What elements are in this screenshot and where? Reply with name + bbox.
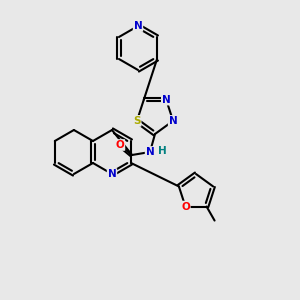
Text: N: N	[134, 21, 142, 31]
Text: N: N	[108, 169, 116, 179]
Text: O: O	[181, 202, 190, 212]
Text: H: H	[158, 146, 166, 156]
Text: N: N	[169, 116, 177, 126]
Text: N: N	[162, 94, 170, 105]
Text: O: O	[116, 140, 124, 150]
Text: N: N	[146, 147, 154, 157]
Text: S: S	[133, 116, 141, 126]
